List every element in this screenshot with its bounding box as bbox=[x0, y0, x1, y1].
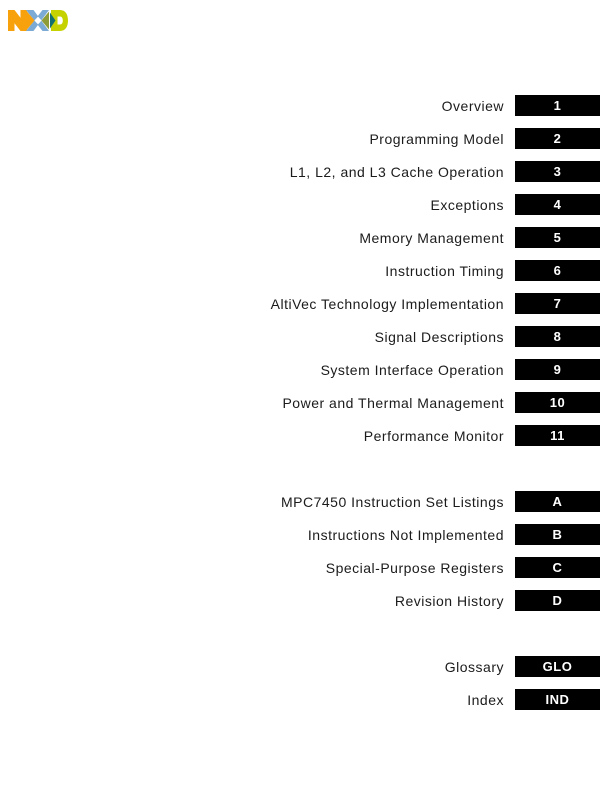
nxp-logo bbox=[8, 10, 68, 31]
toc-label: AltiVec Technology Implementation bbox=[270, 295, 504, 312]
chapter-tab[interactable]: 10 bbox=[515, 392, 600, 413]
toc-label: MPC7450 Instruction Set Listings bbox=[281, 493, 504, 510]
toc-group-gap bbox=[599, 623, 600, 656]
logo-p-teal-wedge bbox=[50, 12, 56, 29]
chapter-tab[interactable]: 1 bbox=[515, 95, 600, 116]
toc-label: L1, L2, and L3 Cache Operation bbox=[289, 163, 504, 180]
toc-row-index[interactable]: Index IND bbox=[467, 689, 600, 710]
logo-x-right-wedge bbox=[41, 11, 49, 30]
toc-row-power-thermal[interactable]: Power and Thermal Management 10 bbox=[282, 392, 600, 413]
toc-label: Revision History bbox=[394, 592, 504, 609]
toc-row-signal-descriptions[interactable]: Signal Descriptions 8 bbox=[375, 326, 600, 347]
chapter-tab[interactable]: 7 bbox=[515, 293, 600, 314]
logo-letter-p bbox=[51, 10, 68, 31]
toc-label: Performance Monitor bbox=[363, 427, 504, 444]
chapter-tab[interactable]: 3 bbox=[515, 161, 600, 182]
toc-row-exceptions[interactable]: Exceptions 4 bbox=[431, 194, 600, 215]
chapter-tab[interactable]: 5 bbox=[515, 227, 600, 248]
chapter-tab[interactable]: 6 bbox=[515, 260, 600, 281]
toc-label: Signal Descriptions bbox=[374, 328, 504, 345]
toc-row-system-interface[interactable]: System Interface Operation 9 bbox=[321, 359, 600, 380]
chapter-tab[interactable]: 2 bbox=[515, 128, 600, 149]
toc-row-programming-model[interactable]: Programming Model 2 bbox=[369, 128, 600, 149]
chapter-tab[interactable]: C bbox=[515, 557, 600, 578]
toc-row-performance-monitor[interactable]: Performance Monitor 11 bbox=[364, 425, 600, 446]
logo-x-left-wedge bbox=[27, 11, 35, 30]
toc-label: Glossary bbox=[444, 658, 504, 675]
chapter-tab[interactable]: 8 bbox=[515, 326, 600, 347]
toc-label: Index bbox=[467, 691, 504, 708]
toc-label: Instructions Not Implemented bbox=[307, 526, 504, 543]
chapter-tab[interactable]: 11 bbox=[515, 425, 600, 446]
chapter-tab[interactable]: IND bbox=[515, 689, 600, 710]
toc-group-back-matter: Glossary GLO Index IND bbox=[445, 656, 600, 722]
toc-row-instruction-timing[interactable]: Instruction Timing 6 bbox=[385, 260, 600, 281]
chapter-tab[interactable]: B bbox=[515, 524, 600, 545]
toc-row-cache-operation[interactable]: L1, L2, and L3 Cache Operation 3 bbox=[290, 161, 600, 182]
toc-row-altivec-implementation[interactable]: AltiVec Technology Implementation 7 bbox=[271, 293, 600, 314]
toc-group-chapters: Overview 1 Programming Model 2 L1, L2, a… bbox=[271, 95, 600, 458]
toc-row-special-purpose-registers[interactable]: Special-Purpose Registers C bbox=[326, 557, 600, 578]
chapter-tab[interactable]: 4 bbox=[515, 194, 600, 215]
chapter-tab[interactable]: GLO bbox=[515, 656, 600, 677]
toc-label: Programming Model bbox=[369, 130, 504, 147]
toc-group-appendices: MPC7450 Instruction Set Listings A Instr… bbox=[281, 491, 600, 623]
toc-row-instruction-set-listings[interactable]: MPC7450 Instruction Set Listings A bbox=[281, 491, 600, 512]
toc-row-revision-history[interactable]: Revision History D bbox=[395, 590, 600, 611]
chapter-tab[interactable]: A bbox=[515, 491, 600, 512]
toc-label: Power and Thermal Management bbox=[282, 394, 504, 411]
toc-label: Overview bbox=[441, 97, 504, 114]
chapter-tab-toc: Overview 1 Programming Model 2 L1, L2, a… bbox=[271, 95, 600, 722]
toc-row-memory-management[interactable]: Memory Management 5 bbox=[359, 227, 600, 248]
toc-row-overview[interactable]: Overview 1 bbox=[442, 95, 600, 116]
logo-letter-n bbox=[8, 10, 27, 31]
toc-row-instructions-not-implemented[interactable]: Instructions Not Implemented B bbox=[308, 524, 600, 545]
toc-label: Special-Purpose Registers bbox=[325, 559, 504, 576]
chapter-tab[interactable]: D bbox=[515, 590, 600, 611]
toc-row-glossary[interactable]: Glossary GLO bbox=[445, 656, 600, 677]
chapter-tab[interactable]: 9 bbox=[515, 359, 600, 380]
toc-label: System Interface Operation bbox=[320, 361, 504, 378]
toc-label: Exceptions bbox=[430, 196, 504, 213]
toc-label: Memory Management bbox=[359, 229, 504, 246]
toc-label: Instruction Timing bbox=[385, 262, 504, 279]
toc-group-gap bbox=[599, 458, 600, 491]
